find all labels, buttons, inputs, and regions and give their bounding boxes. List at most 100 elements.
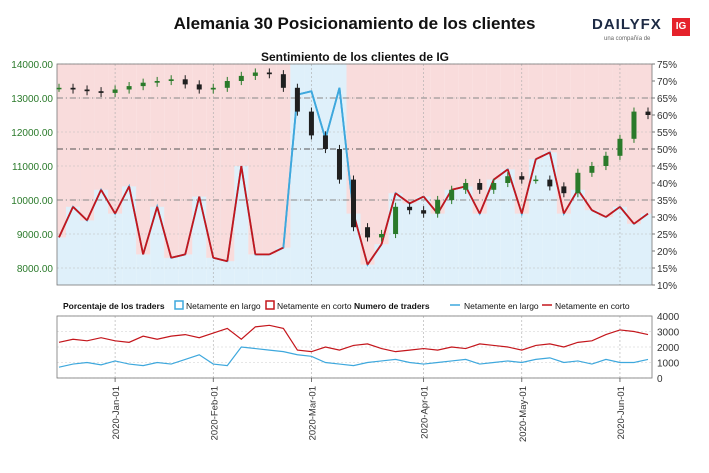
sentiment-band (584, 149, 599, 211)
sentiment-band (80, 64, 95, 149)
bottom-y-tick: 0 (657, 374, 663, 385)
sentiment-segment (58, 206, 74, 238)
sentiment-segment (535, 151, 551, 161)
price-candle (435, 200, 441, 214)
price-candle (322, 135, 328, 149)
price-candle (561, 186, 567, 194)
sentiment-segment (464, 185, 481, 215)
price-candle (365, 227, 371, 238)
price-candle (98, 91, 104, 93)
sentiment-band (640, 149, 652, 214)
sentiment-band (234, 64, 249, 149)
sentiment-band (612, 64, 627, 149)
sentiment-band (192, 64, 207, 149)
sentiment-segment (563, 189, 579, 215)
sentiment-segment (72, 206, 88, 222)
sentiment-band (486, 64, 501, 149)
sentiment-segment (282, 94, 299, 248)
sentiment-band (528, 149, 543, 160)
y-right-tick: 60% (657, 111, 677, 122)
price-candle (449, 189, 455, 200)
bottom-y-tick: 4000 (657, 312, 680, 323)
price-candle (421, 210, 427, 214)
sentiment-segment (520, 158, 537, 214)
sentiment-band (542, 149, 557, 153)
price-candle (617, 138, 623, 156)
price-candle (589, 166, 595, 173)
sentiment-band (542, 64, 557, 149)
dailyfx-logo: DAILYFX una compañía de IG (592, 16, 692, 46)
sentiment-band (458, 64, 473, 149)
sentiment-band (206, 64, 221, 149)
price-candle (140, 82, 146, 87)
x-tick-label: 2020-Feb-01 (209, 386, 220, 440)
price-candle (168, 79, 174, 81)
x-tick-label: 2020-Mar-01 (307, 386, 318, 440)
plot-frame (56, 63, 653, 286)
price-candle (280, 74, 286, 88)
sentiment-segment (395, 192, 411, 205)
sentiment-segment (156, 206, 173, 259)
x-tick-label: 2020-May-01 (518, 386, 529, 442)
price-candle (84, 89, 90, 92)
price-candle (505, 176, 511, 183)
sentiment-segment (128, 186, 145, 255)
sentiment-band (122, 149, 137, 187)
sentiment-band (248, 64, 263, 149)
sentiment-band (500, 149, 515, 170)
sentiment-band (178, 149, 193, 255)
sentiment-band (276, 64, 291, 149)
price-candle (547, 179, 553, 187)
price-candle (631, 111, 637, 139)
chart-subtitle: Sentimiento de los clientes de IG (260, 50, 450, 64)
sentiment-band (486, 149, 501, 285)
sentiment-band (332, 64, 347, 149)
bottom-y-tick: 1000 (657, 359, 680, 370)
sentiment-band (108, 64, 123, 149)
bottom-y-tick: 2000 (657, 343, 680, 354)
sentiment-band (542, 149, 557, 285)
sentiment-segment (409, 195, 425, 205)
sentiment-band (136, 149, 151, 255)
price-candle (56, 87, 62, 90)
y-right-tick: 55% (657, 128, 677, 139)
sentiment-band (360, 64, 375, 149)
y-left-tick: 10000.00 (11, 196, 53, 207)
sentiment-band (528, 149, 543, 285)
y-left-tick: 12000.00 (11, 128, 53, 139)
sentiment-band (388, 64, 403, 149)
logo-tagline: una compañía de (604, 36, 651, 42)
sentiment-band (262, 149, 277, 255)
sentiment-segment (184, 196, 201, 255)
legend-long-swatch (174, 300, 184, 310)
price-candle (210, 87, 216, 90)
sentiment-segment (324, 87, 341, 140)
price-candle (645, 111, 651, 115)
sentiment-segment (366, 243, 383, 266)
sentiment-segment (240, 165, 257, 255)
price-candle (519, 176, 525, 180)
y-right-tick: 35% (657, 196, 677, 207)
y-left-tick: 11000.00 (12, 162, 53, 173)
price-candle (393, 206, 399, 234)
sentiment-band (472, 64, 487, 149)
sentiment-band (640, 64, 652, 149)
sentiment-band (346, 64, 361, 149)
y-right-tick: 20% (657, 247, 677, 258)
sentiment-band (640, 149, 652, 285)
y-right-tick: 50% (657, 145, 677, 156)
series-num-short-line (58, 324, 649, 353)
y-right-tick: 30% (657, 213, 677, 224)
sentiment-band (220, 64, 235, 149)
sentiment-band (626, 64, 641, 149)
price-candle (336, 149, 342, 180)
sentiment-segment (142, 206, 159, 255)
price-candle (294, 87, 300, 112)
logo-wordmark: DAILYFX (592, 16, 662, 33)
price-candle (224, 81, 230, 88)
price-candle (196, 84, 202, 90)
y-left-tick: 9000.00 (17, 230, 54, 241)
price-candle (477, 183, 483, 190)
price-candle (126, 86, 132, 90)
sentiment-segment (100, 189, 116, 215)
